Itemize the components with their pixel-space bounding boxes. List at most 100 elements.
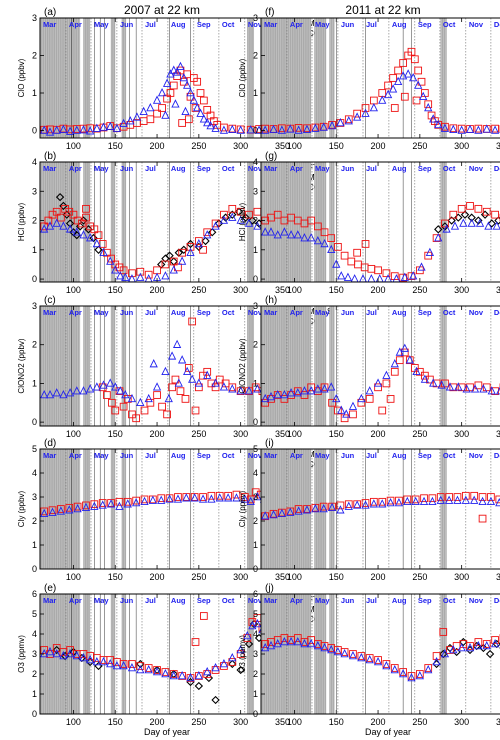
x-tick-label: 100 [66,141,81,151]
month-label: Jul [145,308,156,317]
month-label: Aug [392,451,407,460]
data-point-ftir [440,222,450,231]
y-tick-label: 0 [253,126,258,136]
month-label: Jun [120,20,134,29]
data-point-ccm [450,221,460,230]
data-point-mls [390,104,399,112]
data-point-ccm [487,386,496,395]
data-point-mls [123,497,132,506]
data-point-mls [184,115,193,124]
y-tick-label: 4 [253,629,258,639]
data-point-mls [44,216,53,225]
panel-label: (g) [265,151,277,162]
data-point-ccm [98,500,107,509]
data-point-ccm [273,230,282,239]
data-point-ccm [228,652,237,662]
data-point-mls [293,634,302,642]
data-point-ccm [181,106,190,116]
plot-frame [260,448,500,570]
month-label: Sep [418,451,432,460]
data-point-ftir [460,210,470,219]
y-axis-label: ClONO2 (ppbv) [238,338,247,393]
series-ccm [261,218,500,282]
data-point-ccm [437,380,446,389]
data-point-mipas [111,406,120,415]
month-label: Sep [197,308,211,317]
data-point-mipas [140,406,149,415]
data-point-ccm [172,67,182,76]
data-point-mls [136,662,145,670]
x-tick-label: 250 [191,141,206,151]
month-label: Apr [69,596,82,605]
x-tick-label: 350 [496,141,500,151]
data-point-ccm [490,125,500,134]
data-point-ccm [319,122,328,131]
data-point-ccm [115,501,124,510]
data-point-mipas [386,395,395,403]
data-point-mls [378,497,387,506]
data-point-mls [199,493,207,501]
data-point-ftir [494,216,500,225]
data-point-ccm [253,384,262,393]
data-point-ccm [492,221,500,230]
data-point-mls [178,248,186,257]
shade-band [121,306,127,426]
data-point-ccm [390,359,399,368]
series-mls [261,491,500,523]
data-point-ccm [86,126,95,135]
x-tick-label: 150 [329,429,344,439]
data-point-ccm [327,120,337,130]
data-point-ccm [106,121,115,131]
y-tick-label: 3 [32,13,37,23]
data-point-ccm [73,503,82,513]
data-point-ccm [99,122,108,131]
data-point-ccm [348,401,358,410]
x-tick-label: 250 [191,572,206,582]
series-ccm [261,69,500,134]
data-point-ccm [353,500,362,509]
data-point-ccm [373,378,383,387]
data-point-mls [128,269,136,278]
data-point-ftir [241,213,250,222]
y-axis-label: O3 (ppmv) [238,635,247,673]
data-point-ccm [409,271,418,280]
data-point-ftir [467,213,476,222]
data-point-mls [394,66,402,75]
data-point-ccm [161,668,170,678]
data-point-mls [144,270,153,279]
month-label: Oct [222,451,235,460]
data-point-mls [314,222,322,231]
x-tick-label: 150 [108,429,123,439]
data-point-ccm [467,218,476,227]
data-point-ccm [434,233,443,242]
data-point-mipas [199,371,207,380]
data-point-mipas [181,395,190,403]
data-point-ccm [353,112,362,121]
data-point-ccm [236,644,245,654]
data-point-ccm [59,390,68,399]
data-point-mls [196,89,205,97]
data-point-mls [220,662,228,670]
data-point-ccm [399,668,408,678]
x-tick-label: 350 [496,572,500,582]
data-point-mls [344,115,353,124]
data-point-ccm [79,386,88,395]
data-point-ccm [313,236,322,245]
data-point-ftir [465,645,475,655]
data-point-mls [370,497,378,506]
data-point-mls [457,204,466,213]
month-label: Oct [222,308,235,317]
series-mipas [261,348,500,423]
data-point-ccm [243,630,252,640]
series-mls [261,202,500,282]
data-point-mls [158,104,166,112]
data-point-ccm [72,125,81,134]
data-point-ftir [179,245,188,254]
data-point-ccm [462,384,471,393]
data-point-mls [136,267,145,276]
data-point-ccm [286,388,296,397]
x-tick-label: 200 [371,285,386,295]
x-tick-label: 250 [412,429,427,439]
data-point-ccm [236,215,245,224]
data-point-ccm [417,262,426,271]
